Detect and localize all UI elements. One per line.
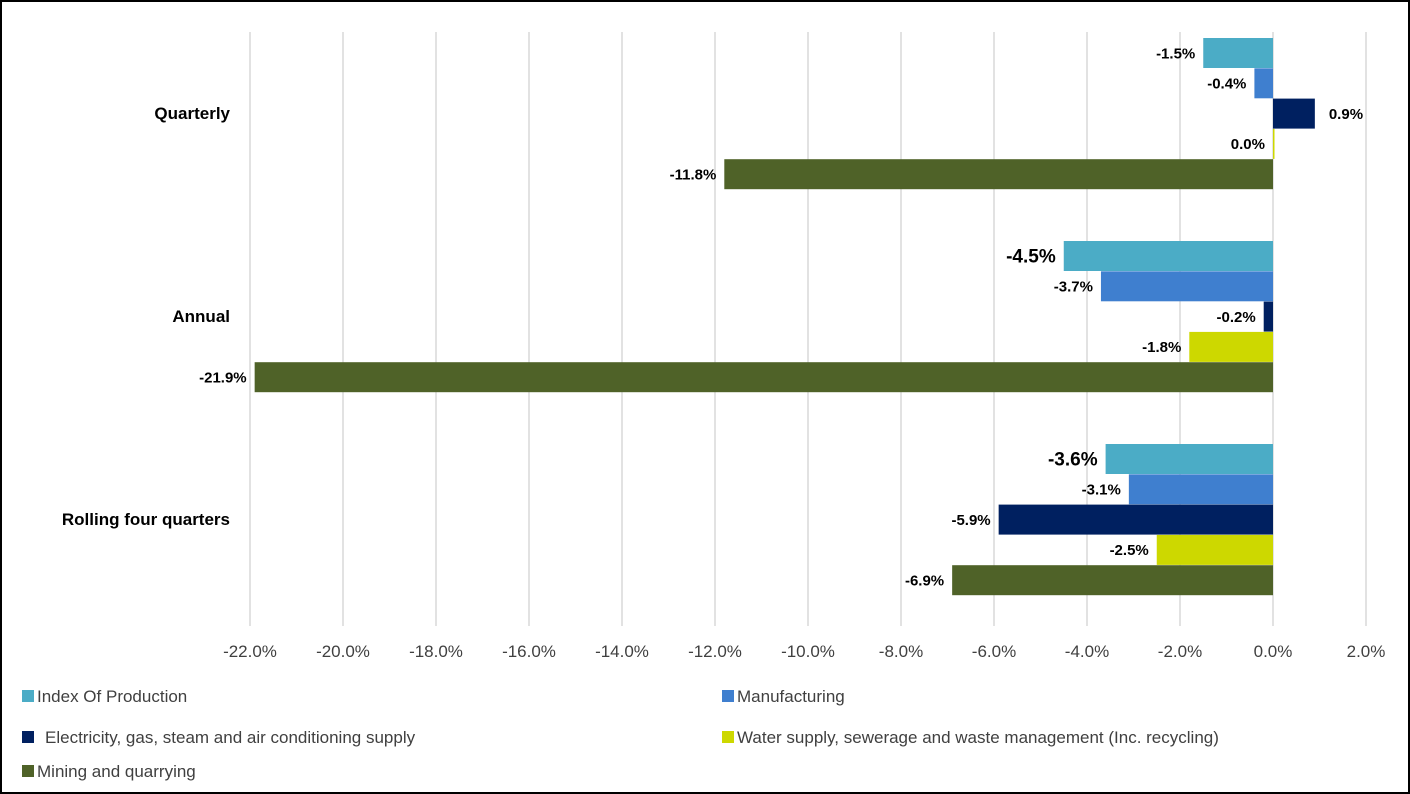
category-label: Rolling four quarters [62,510,230,529]
bar [952,565,1273,596]
bar [1063,241,1273,271]
legend-swatch [22,731,34,743]
data-label: -4.5% [1006,247,1056,268]
category-label: Quarterly [154,104,230,123]
legend-swatch [722,731,734,743]
x-tick-label: -6.0% [972,642,1016,661]
x-tick-label: -8.0% [879,642,923,661]
bar [1254,68,1273,99]
bar [1203,38,1273,68]
legend-swatch [22,765,34,777]
data-label: -21.9% [199,369,247,386]
bar [1273,98,1315,129]
bar [254,362,1273,393]
x-tick-label: -12.0% [688,642,742,661]
legend-swatch [22,690,34,702]
legend-label: Water supply, sewerage and waste managem… [737,728,1219,747]
legend-label: Index Of Production [37,687,187,706]
x-tick-label: -16.0% [502,642,556,661]
x-tick-label: -2.0% [1158,642,1202,661]
x-tick-label: -10.0% [781,642,835,661]
x-tick-label: -18.0% [409,642,463,661]
x-tick-label: -4.0% [1065,642,1109,661]
data-label: -11.8% [670,166,717,183]
data-label: -2.5% [1110,542,1149,559]
bar [1100,271,1273,302]
bar [1189,331,1273,362]
legend-label: Electricity, gas, steam and air conditio… [45,728,416,747]
bar [1263,301,1273,332]
data-label: -0.4% [1207,76,1246,93]
category-label: Annual [172,307,230,326]
data-label: 0.9% [1329,106,1363,123]
data-label: -3.6% [1048,450,1098,471]
legend-label: Manufacturing [737,687,845,706]
x-tick-label: 0.0% [1254,642,1293,661]
data-label: -3.7% [1054,279,1093,296]
bar [724,159,1273,190]
data-label: -5.9% [951,512,990,529]
data-label: -1.5% [1156,45,1195,62]
x-tick-label: -22.0% [223,642,277,661]
x-tick-label: -14.0% [595,642,649,661]
bar [1105,444,1273,474]
legend-swatch [722,690,734,702]
legend-label: Mining and quarrying [37,762,196,781]
data-label: -3.1% [1082,482,1121,499]
data-label: -6.9% [905,572,944,589]
data-label: 0.0% [1231,136,1265,153]
data-label: -0.2% [1217,309,1256,326]
bar [998,504,1273,535]
x-tick-label: 2.0% [1347,642,1386,661]
bar [1128,474,1273,505]
x-tick-label: -20.0% [316,642,370,661]
bar [1273,128,1275,159]
data-label: -1.8% [1142,339,1181,356]
bar [1156,534,1273,565]
